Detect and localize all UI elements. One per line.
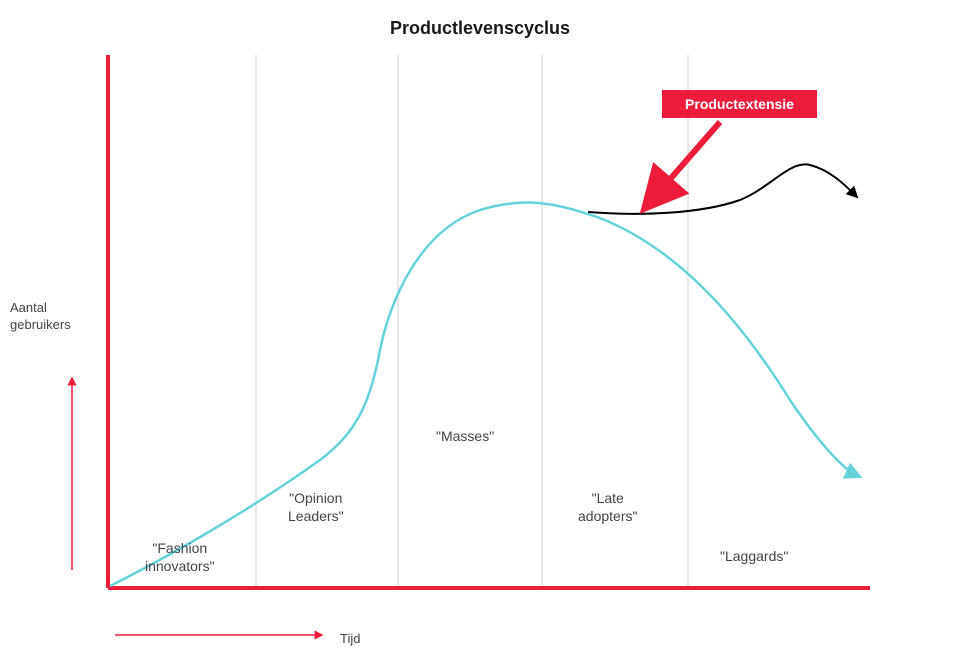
product-extension-curve bbox=[588, 164, 855, 213]
segment-label-0: "Fashion innovators" bbox=[145, 540, 215, 575]
segment-label-2: "Masses" bbox=[436, 428, 494, 446]
callout-arrow-icon bbox=[665, 122, 720, 185]
main-lifecycle-curve bbox=[110, 202, 856, 586]
segment-label-3: "Late adopters" bbox=[578, 490, 637, 525]
product-extension-callout: Productextensie bbox=[662, 90, 817, 118]
segment-label-1: "Opinion Leaders" bbox=[288, 490, 344, 525]
plc-chart: Productlevenscyclus Aantalgebruikers Tij… bbox=[0, 0, 960, 668]
segment-label-4: "Laggards" bbox=[720, 548, 788, 566]
callout-label: Productextensie bbox=[685, 96, 794, 112]
